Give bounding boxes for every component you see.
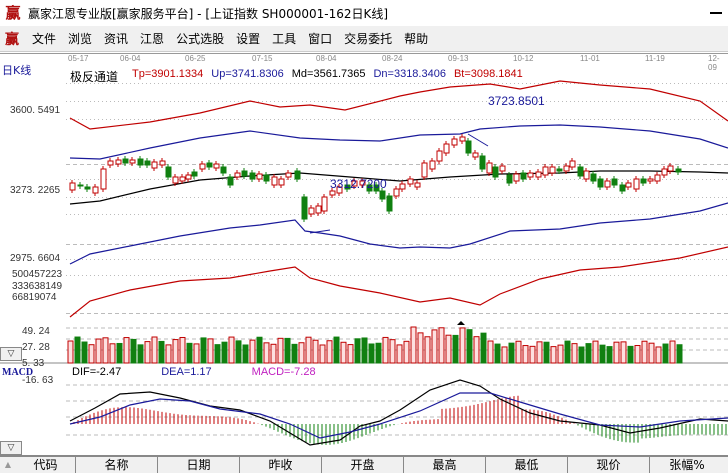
y-axis-label: 49. 24 [22, 326, 50, 337]
price-annotation: 3312.7200 [330, 177, 387, 191]
macd-value: MACD=-7.28 [251, 366, 316, 378]
title-bar: 赢 赢家江恩专业版[赢家服务平台] - [上证指数 SH000001-162日K… [0, 0, 728, 26]
menu-browse[interactable]: 浏览 [68, 32, 93, 46]
y-axis-label: -16. 63 [22, 375, 54, 386]
menu-bar: 赢 文件 浏览 资讯 江恩 公式选股 设置 工具 窗口 交易委托 帮助 [0, 26, 728, 52]
x-tick-label: 08-04 [316, 54, 337, 63]
column-current-price[interactable]: 现价 [568, 457, 650, 473]
column-prev-close[interactable]: 昨收 [240, 457, 322, 473]
y-axis-label: 2975. 6604 [10, 253, 61, 264]
x-tick-label: 06-25 [185, 54, 206, 63]
indicator-up: Up=3741.8306 [211, 68, 284, 80]
price-annotation: 3723.8501 [488, 94, 545, 108]
triangle-down-icon: ▽ [7, 443, 15, 453]
menu-help[interactable]: 帮助 [404, 32, 429, 46]
column-name[interactable]: 名称 [76, 457, 158, 473]
menu-formula-screening[interactable]: 公式选股 [176, 32, 225, 46]
indicator-bt: Bt=3098.1841 [453, 68, 523, 80]
x-tick-label: 12-09 [708, 54, 720, 72]
menu-news[interactable]: 资讯 [104, 32, 129, 46]
y-axis-label: 3600. 5491 [10, 105, 61, 116]
macd-dea: DEA=1.17 [161, 366, 212, 378]
macd-legend: DIF=-2.47 DEA=1.17 MACD=-7.28 [72, 366, 316, 378]
kline-chart-area[interactable]: 3723.8501 3312.7200 日K线 05-17 06-04 06-25 07… [0, 53, 728, 455]
x-tick-label: 09-13 [448, 54, 469, 63]
y-axis-label: 66819074 [12, 292, 57, 303]
triangle-down-icon: ▽ [7, 349, 15, 359]
x-tick-label: 11-19 [645, 54, 665, 63]
menu-settings[interactable]: 设置 [236, 32, 261, 46]
app-logo-icon: 赢 [5, 4, 21, 22]
window-title: 赢家江恩专业版[赢家服务平台] - [上证指数 SH000001-162日K线] [28, 6, 389, 21]
minimize-button[interactable] [710, 12, 722, 14]
period-label[interactable]: 日K线 [2, 64, 32, 77]
column-high[interactable]: 最高 [404, 457, 486, 473]
y-axis-label: 3273. 2265 [10, 185, 61, 196]
y-axis-label: 27. 28 [22, 342, 50, 353]
y-axis-label: 333638149 [12, 281, 63, 292]
kline-chart[interactable]: 3723.8501 3312.7200 [0, 54, 728, 456]
macd-dif: DIF=-2.47 [72, 366, 122, 378]
column-change-percent[interactable]: 张幅% [669, 458, 705, 472]
x-tick-label: 07-15 [252, 54, 273, 63]
x-tick-label: 11-01 [580, 54, 600, 63]
menu-trade[interactable]: 交易委托 [344, 32, 393, 46]
collapse-volume-button[interactable]: ▽ [0, 347, 22, 361]
quote-table-header: ▲ 代码 名称 日期 昨收 开盘 最高 最低 现价 张幅% [0, 455, 728, 473]
x-tick-label: 10-12 [513, 54, 534, 63]
indicator-md: Md=3561.7365 [291, 68, 366, 80]
macd-title[interactable]: MACD [2, 367, 34, 378]
sort-corner-icon[interactable]: ▲ [4, 460, 12, 469]
collapse-macd-button[interactable]: ▽ [0, 441, 22, 455]
column-date[interactable]: 日期 [158, 457, 240, 473]
y-axis-label: 500457223 [12, 269, 63, 280]
y-axis-label: 5. 33 [22, 358, 45, 369]
x-tick-label: 06-04 [120, 54, 141, 63]
column-code[interactable]: 代码 [16, 457, 76, 473]
menu-logo-icon: 赢 [5, 31, 19, 48]
column-low[interactable]: 最低 [486, 457, 568, 473]
indicator-dn: Dn=3318.3406 [373, 68, 446, 80]
menu-gann[interactable]: 江恩 [140, 32, 165, 46]
indicator-name: 极反通道 [70, 70, 119, 84]
indicator-tp: Tp=3901.1334 [132, 68, 204, 80]
menu-window[interactable]: 窗口 [308, 32, 333, 46]
x-tick-label: 08-24 [382, 54, 403, 63]
menu-tools[interactable]: 工具 [272, 32, 297, 46]
column-open[interactable]: 开盘 [322, 457, 404, 473]
indicator-legend: 极反通道 Tp=3901.1334 Up=3741.8306 Md=3561.7… [70, 68, 523, 85]
menu-file[interactable]: 文件 [32, 32, 57, 46]
x-tick-label: 05-17 [68, 54, 89, 63]
